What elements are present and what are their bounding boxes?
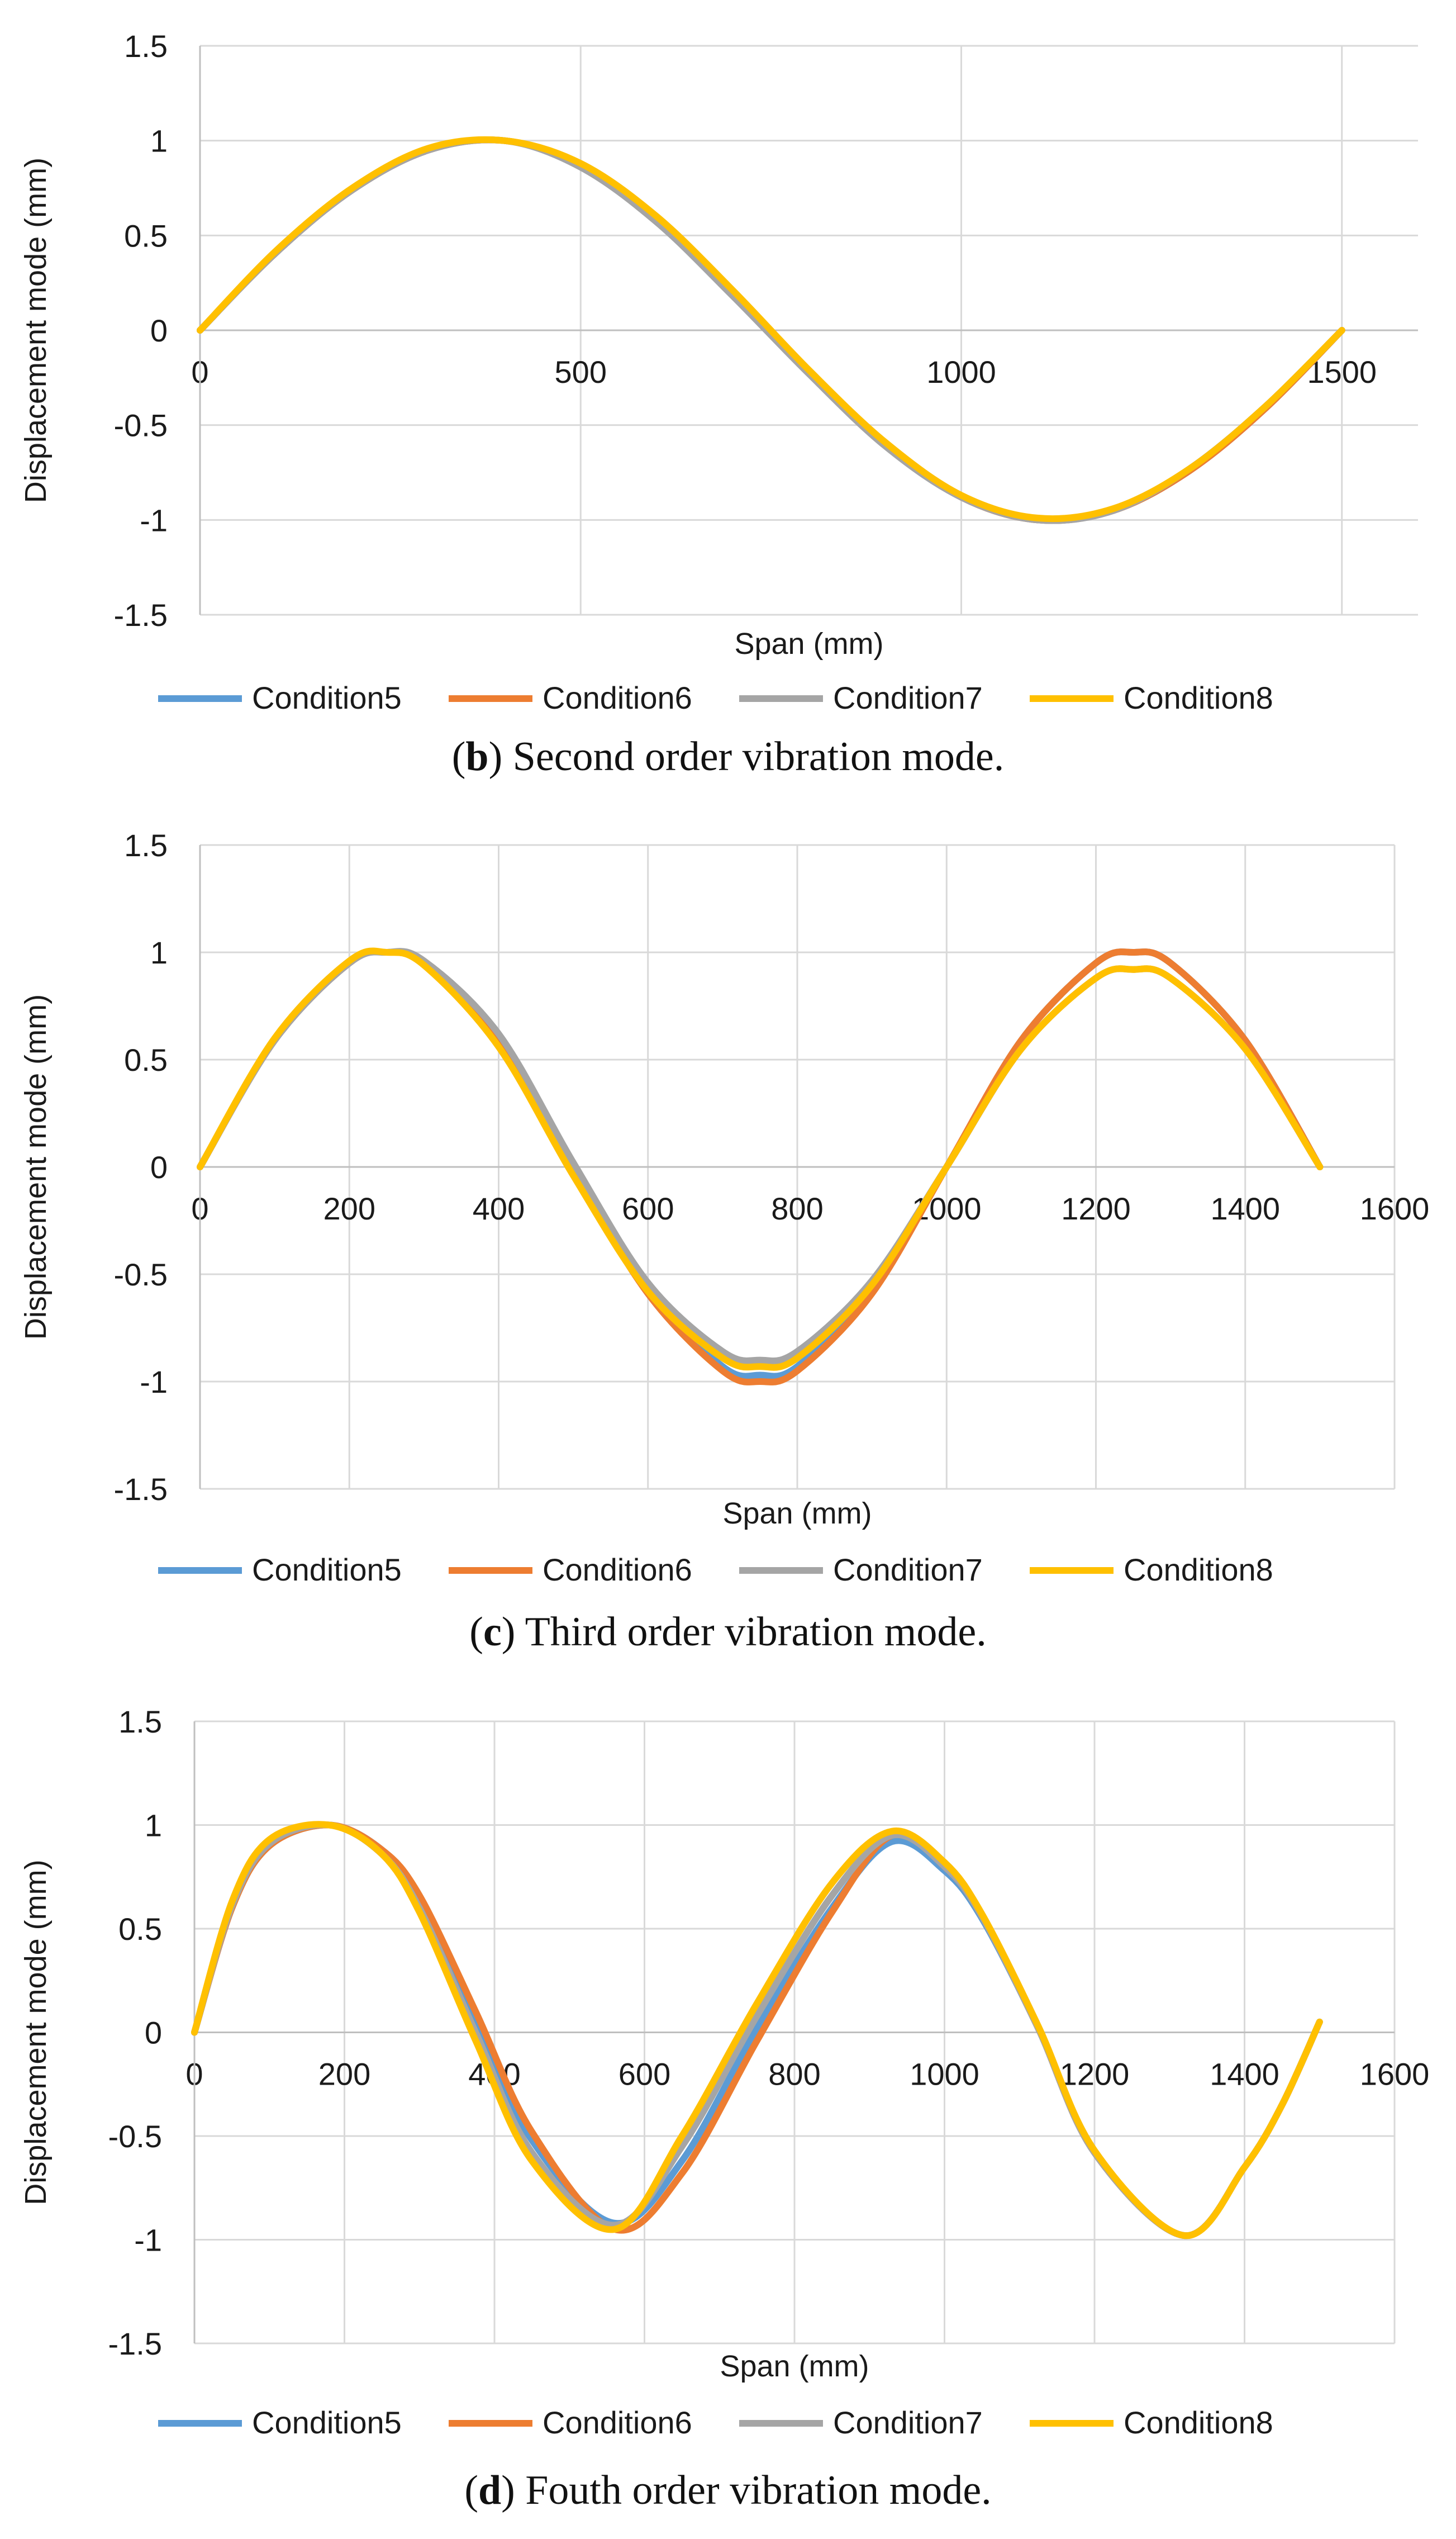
legend: Condition5 Condition6 Condition7 Condition8 xyxy=(158,1552,1273,1587)
legend: Condition5 Condition6 Condition7 Condition8 xyxy=(158,2405,1273,2440)
y-tick-label: -1.5 xyxy=(114,1472,168,1507)
legend-label-condition8: Condition8 xyxy=(1124,680,1273,715)
y-tick-label: 1.5 xyxy=(118,1704,162,1739)
y-tick-label: 0.5 xyxy=(118,1911,162,1947)
y-tick-label: -1 xyxy=(134,2223,162,2258)
x-tick-label: 800 xyxy=(771,1191,823,1226)
x-tick-label: 1400 xyxy=(1210,2057,1279,2092)
x-axis-label: Span (mm) xyxy=(720,2350,869,2383)
panel-caption: (c) Third order vibration mode. xyxy=(469,1609,986,1655)
legend-label-condition8: Condition8 xyxy=(1124,1552,1273,1587)
y-tick-label: -0.5 xyxy=(108,2119,163,2154)
caption-letter: d xyxy=(478,2467,501,2513)
x-tick-label: 1200 xyxy=(1060,2057,1130,2092)
y-tick-label: 0 xyxy=(150,1150,168,1185)
caption-text: ) Third order vibration mode. xyxy=(502,1609,987,1655)
series-line-condition8 xyxy=(197,947,1324,1371)
x-tick-label: 1600 xyxy=(1360,1191,1430,1226)
y-tick-label: 0.5 xyxy=(124,1042,168,1078)
y-tick-label: 1.5 xyxy=(124,828,168,863)
caption-text: ) Second order vibration mode. xyxy=(489,734,1005,780)
y-tick-label: -1.5 xyxy=(108,2326,163,2361)
caption-text: ) Fouth order vibration mode. xyxy=(501,2467,992,2513)
caption-letter: b xyxy=(465,734,488,780)
chart-panel-c: 1.510.50-0.5-1-1.50 200 400 600 800 1000 1200 1… xyxy=(19,828,1429,1655)
panel-caption: (b) Second order vibration mode. xyxy=(452,734,1005,780)
x-tick-label: 600 xyxy=(618,2057,670,2092)
legend-label-condition5: Condition5 xyxy=(252,680,402,715)
panel-caption: (d) Fouth order vibration mode. xyxy=(464,2467,991,2513)
x-axis-label: Span (mm) xyxy=(734,627,883,661)
x-tick-label: 1600 xyxy=(1360,2057,1430,2092)
y-axis-label: Displacement mode (mm) xyxy=(19,994,53,1340)
series-line-condition8 xyxy=(191,1821,1323,2239)
y-tick-label: -1 xyxy=(140,502,168,538)
y-tick-label: -0.5 xyxy=(114,408,168,443)
x-tick-label: 1200 xyxy=(1061,1191,1131,1226)
y-tick-label: 0 xyxy=(145,2015,162,2051)
legend: Condition5 Condition6 Condition7 Condition8 xyxy=(158,680,1273,715)
y-tick-label: -0.5 xyxy=(114,1257,168,1292)
x-tick-label: 1500 xyxy=(1307,354,1377,390)
x-axis-label: Span (mm) xyxy=(722,1497,872,1530)
series-line-condition8 xyxy=(197,136,1345,523)
x-tick-label: 400 xyxy=(473,1191,525,1226)
y-axis-label: Displacement mode (mm) xyxy=(19,158,53,503)
legend-label-condition7: Condition7 xyxy=(833,2405,983,2440)
y-axis-label: Displacement mode (mm) xyxy=(19,1859,53,2205)
x-tick-label: 500 xyxy=(555,354,607,390)
y-tick-label: -1.5 xyxy=(114,597,168,633)
x-tick-label: 1000 xyxy=(910,2057,979,2092)
legend-label-condition6: Condition6 xyxy=(543,1552,692,1587)
legend-label-condition7: Condition7 xyxy=(833,680,983,715)
y-tick-label: 0 xyxy=(150,313,168,348)
caption-letter: c xyxy=(483,1609,502,1655)
legend-label-condition8: Condition8 xyxy=(1124,2405,1273,2440)
y-tick-label: 1 xyxy=(145,1808,162,1843)
x-tick-label: 800 xyxy=(768,2057,820,2092)
legend-label-condition6: Condition6 xyxy=(543,680,692,715)
y-tick-label: 1 xyxy=(150,124,168,159)
legend-label-condition5: Condition5 xyxy=(252,2405,402,2440)
x-tick-label: 1000 xyxy=(926,354,996,390)
y-tick-label: 0.5 xyxy=(124,218,168,253)
x-tick-label: 600 xyxy=(622,1191,674,1226)
legend-label-condition6: Condition6 xyxy=(543,2405,692,2440)
panels: 1.5 1 0.5 0 -0.5 -1 -1.5 0 500 1000 1500 Span (mm) D… xyxy=(19,29,1429,2513)
y-tick-label: 1 xyxy=(150,935,168,970)
x-tick-label: 200 xyxy=(323,1191,375,1226)
x-tick-label: 1400 xyxy=(1210,1191,1280,1226)
y-tick-label: 1.5 xyxy=(124,29,168,64)
legend-label-condition5: Condition5 xyxy=(252,1552,402,1587)
legend-label-condition7: Condition7 xyxy=(833,1552,983,1587)
chart-panel-d: 1.510.50-0.5-1-1.50 200 400 600 800 1000 1200 1… xyxy=(19,1704,1429,2513)
x-tick-label: 200 xyxy=(318,2057,370,2092)
y-tick-label: -1 xyxy=(140,1364,168,1399)
